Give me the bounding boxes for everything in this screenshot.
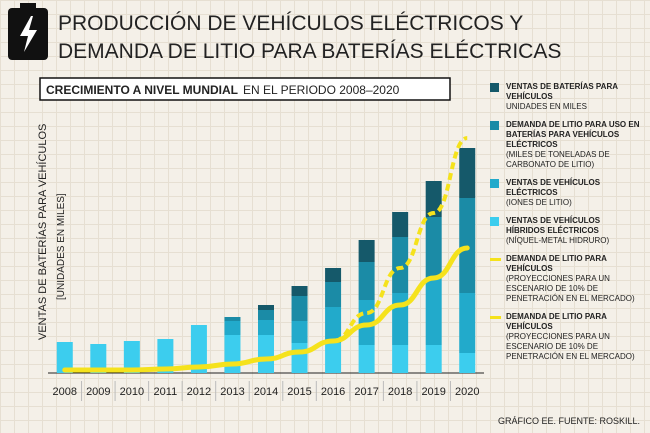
legend-label: DEMANDA DE LITIO PARA USO EN BATERÍAS PA… — [506, 120, 640, 149]
bar-segment — [325, 282, 342, 307]
legend-swatch — [490, 316, 501, 319]
line — [64, 136, 468, 373]
bar-segment — [425, 277, 442, 345]
legend-label: DEMANDA DE LITIO PARA VEHÍCULOS — [506, 254, 607, 273]
y-axis-label: VENTAS DE BATERÍAS PARA VEHÍCULOS — [36, 124, 49, 340]
legend-item: DEMANDA DE LITIO PARA VEHÍCULOS (PROYECCI… — [490, 254, 640, 304]
bar-segment — [224, 321, 241, 335]
bar-segment — [258, 335, 274, 373]
legend-swatch — [490, 179, 499, 188]
bar-segment — [392, 237, 409, 293]
subtitle-rest: EN EL PERIODO 2008–2020 — [243, 83, 400, 97]
bar-segment — [358, 240, 375, 262]
bar-segment — [123, 341, 140, 373]
bar-segment — [291, 321, 308, 343]
bar-segment — [258, 310, 274, 320]
bar-segment — [291, 343, 308, 373]
subtitle-box — [39, 77, 451, 101]
x-tick-label: 2012 — [187, 386, 211, 398]
legend-swatch — [490, 217, 499, 226]
bar-segment — [325, 343, 342, 373]
bar-segment — [459, 353, 476, 373]
bar-segment — [459, 293, 476, 353]
bar-segment — [459, 148, 476, 198]
legend-item: VENTAS DE BATERÍAS PARA VEHÍCULOS UNIDADE… — [490, 82, 640, 112]
bar-segment — [392, 293, 409, 345]
legend-label: VENTAS DE VEHÍCULOS HÍBRIDOS ELÉCTRICOS — [506, 216, 601, 235]
subtitle-bold: CRECIMIENTO A NIVEL MUNDIAL — [46, 83, 238, 97]
x-tick-label: 2013 — [220, 386, 244, 398]
legend-label: DEMANDA DE LITIO PARA VEHÍCULOS — [506, 312, 607, 331]
bar-segment — [258, 320, 274, 335]
bar-segment — [425, 181, 442, 217]
legend-label: VENTAS DE BATERÍAS PARA VEHÍCULOS — [506, 82, 618, 101]
x-tick-label: 2018 — [388, 386, 412, 398]
x-tick-label: 2017 — [354, 386, 378, 398]
legend-note: (PROYECCIONES PARA UN ESCENARIO DE 10% D… — [506, 274, 635, 303]
battery-cap — [20, 3, 36, 9]
legend-note: UNIDADES EN MILES — [506, 102, 587, 111]
bar-segment — [258, 305, 274, 310]
legend-note: (MILES DE TONELADAS DE CARBONATO DE LITI… — [506, 150, 610, 169]
bar-segment — [90, 344, 107, 373]
bar-segment — [224, 317, 241, 321]
legend-item: VENTAS DE VEHÍCULOS HÍBRIDOS ELÉCTRICOS(… — [490, 216, 640, 246]
bar-segment — [325, 268, 342, 282]
x-tick-label: 2008 — [53, 386, 77, 398]
legend-item: DEMANDA DE LITIO PARA VEHÍCULOS (PROYECCI… — [490, 312, 640, 362]
bar-segment — [157, 339, 174, 373]
bar-segment — [392, 212, 409, 237]
legend-swatch — [490, 121, 499, 130]
bolt — [20, 16, 37, 52]
x-tick-label: 2010 — [120, 386, 144, 398]
x-tick-label: 2011 — [154, 386, 178, 398]
x-tick-label: 2015 — [287, 386, 311, 398]
legend-note: (PROYECCIONES PARA UN ESCENARIO DE 10% D… — [506, 332, 635, 361]
bar-segment — [425, 217, 442, 277]
bar-segment — [291, 286, 308, 296]
legend-item: DEMANDA DE LITIO PARA USO EN BATERÍAS PA… — [490, 120, 640, 170]
chart-title: PRODUCCIÓN DE VEHÍCULOS ELÉCTRICOS Y — [58, 12, 523, 35]
bar-segment — [425, 345, 442, 373]
legend: VENTAS DE BATERÍAS PARA VEHÍCULOS UNIDADE… — [490, 82, 640, 370]
x-tick-label: 2016 — [321, 386, 345, 398]
subtitle: CRECIMIENTO A NIVEL MUNDIAL EN EL PERIODO… — [46, 83, 400, 97]
legend-swatch — [490, 83, 499, 92]
plot: 2008 2009 2010 2011 2012 2013 2014 2015 2016 2017… — [48, 136, 484, 401]
bar-segment — [358, 262, 375, 300]
x-tick-label: 2020 — [455, 386, 479, 398]
legend-note: (NÍQUEL-METAL HIDRURO) — [506, 236, 610, 245]
bar-segment — [291, 296, 308, 321]
bar-segment — [358, 345, 375, 373]
bar-segment — [224, 335, 241, 373]
x-tick-label: 2009 — [86, 386, 110, 398]
legend-note: (IONES DE LITIO) — [506, 198, 572, 207]
x-tick-label: 2019 — [421, 386, 445, 398]
bar-segment — [392, 345, 409, 373]
chart-title: DEMANDA DE LITIO PARA BATERÍAS ELÉCTRICA… — [58, 40, 561, 63]
bar-segment — [325, 307, 342, 343]
bar-segment — [56, 342, 73, 373]
legend-label: VENTAS DE VEHÍCULOS ELÉCTRICOS — [506, 178, 601, 197]
source: GRÁFICO EE. FUENTE: ROSKILL. — [498, 416, 640, 426]
bar-segment — [190, 325, 207, 373]
legend-item: VENTAS DE VEHÍCULOS ELÉCTRICOS (IONES DE … — [490, 178, 640, 208]
y-axis-unit: [UNIDADES EN MILES] — [56, 193, 67, 300]
legend-swatch — [490, 258, 501, 261]
x-tick-label: 2014 — [254, 386, 278, 398]
